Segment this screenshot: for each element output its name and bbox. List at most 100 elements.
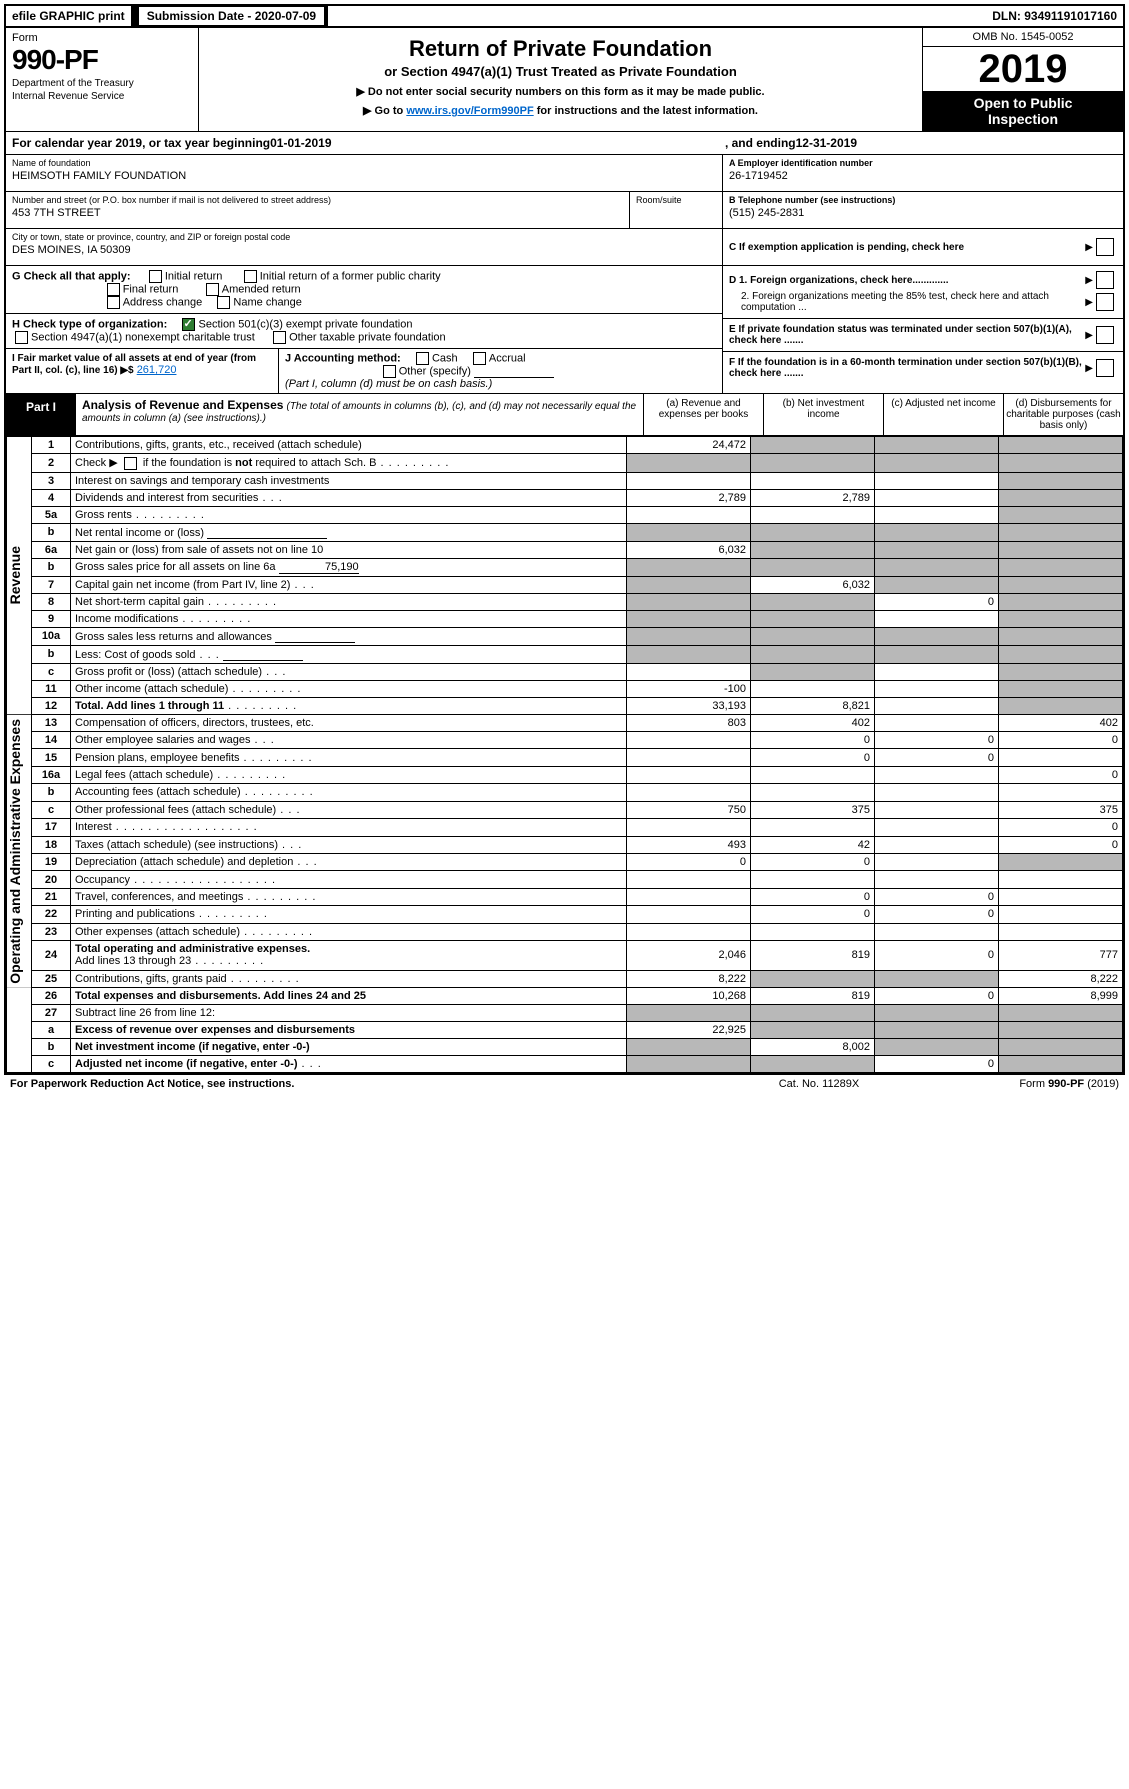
cell-d [999,906,1123,923]
dln-label: DLN: 93491191017160 [986,6,1123,26]
row-desc: Other income (attach schedule) [71,680,627,697]
rental-input[interactable] [207,526,327,539]
cell-a [627,1056,751,1073]
final-return-checkbox[interactable] [107,283,120,296]
d-section: D 1. Foreign organizations, check here..… [723,266,1123,319]
cell-c [875,1022,999,1039]
efile-label[interactable]: efile GRAPHIC print [6,6,133,26]
table-row: c Adjusted net income (if negative, ente… [7,1056,1123,1073]
cogs-input[interactable] [223,648,303,661]
row-num: 2 [32,454,71,473]
cell-a [627,576,751,593]
row-num: 10a [32,627,71,645]
cell-c: 0 [875,749,999,766]
table-row: b Less: Cost of goods sold [7,645,1123,663]
501c3-checkbox[interactable] [182,318,195,331]
cell-b: 2,789 [751,489,875,506]
amended-return-checkbox[interactable] [206,283,219,296]
cell-c: 0 [875,732,999,749]
row-num: 19 [32,853,71,870]
footer-mid: Cat. No. 11289X [719,1078,919,1090]
other-specify-line[interactable] [474,365,554,378]
cell-c [875,697,999,714]
cell-d [999,888,1123,905]
cell-a: 22,925 [627,1022,751,1039]
part1-label: Part I [6,394,76,435]
c-checkbox[interactable] [1096,238,1114,256]
cell-d [999,923,1123,940]
cell-d: 8,999 [999,988,1123,1005]
gross-sales-input[interactable] [275,630,355,643]
cash-checkbox[interactable] [416,352,429,365]
g-item-1: Initial return of a former public charit… [260,270,441,282]
schb-checkbox[interactable] [124,457,137,470]
i-j-row: I Fair market value of all assets at end… [6,349,722,393]
cell-c: 0 [875,593,999,610]
r5a-text: Gross rents [75,509,132,521]
e-checkbox[interactable] [1096,326,1114,344]
4947-checkbox[interactable] [15,331,28,344]
j-cash: Cash [432,352,458,364]
cell-c [875,819,999,836]
info-grid: Name of foundation HEIMSOTH FAMILY FOUND… [6,154,1123,393]
row-num: 8 [32,593,71,610]
cell-a: 493 [627,836,751,853]
row-num: c [32,663,71,680]
name-change-checkbox[interactable] [217,296,230,309]
cell-a [627,610,751,627]
cell-b: 8,821 [751,697,875,714]
r27b-text: Net investment income (if negative, ente… [75,1041,310,1053]
r9-text: Income modifications [75,613,178,625]
accrual-checkbox[interactable] [473,352,486,365]
row-desc: Other employee salaries and wages [71,732,627,749]
f-checkbox[interactable] [1096,359,1114,377]
r23-text: Other expenses (attach schedule) [75,926,240,938]
row-desc: Taxes (attach schedule) (see instruction… [71,836,627,853]
other-method-checkbox[interactable] [383,365,396,378]
d2-checkbox[interactable] [1096,293,1114,311]
row-num: 5a [32,506,71,523]
cell-b: 0 [751,888,875,905]
cell-d: 0 [999,766,1123,783]
info-right: A Employer identification number 26-1719… [722,155,1123,393]
d1-checkbox[interactable] [1096,271,1114,289]
irs-link[interactable]: www.irs.gov/Form990PF [406,105,533,117]
other-taxable-checkbox[interactable] [273,331,286,344]
r19-text: Depreciation (attach schedule) and deple… [75,856,293,868]
address-change-checkbox[interactable] [107,296,120,309]
cell-d [999,853,1123,870]
r26-text: Total expenses and disbursements. Add li… [75,990,366,1002]
e-label: E If private foundation status was termi… [729,324,1085,346]
row-num: 25 [32,970,71,988]
arrow-icon: ▶ [1085,275,1093,286]
instruct-goto-pre: ▶ Go to [363,105,406,117]
cell-a [627,819,751,836]
calyear-begin: 01-01-2019 [270,136,331,150]
cell-b [751,541,875,558]
j-section: J Accounting method: Cash Accrual Other … [279,349,722,393]
row-num: 6a [32,541,71,558]
row-num: 3 [32,472,71,489]
initial-return-public-checkbox[interactable] [244,270,257,283]
initial-return-checkbox[interactable] [149,270,162,283]
cell-a [627,1005,751,1022]
row-desc: Capital gain net income (from Part IV, l… [71,576,627,593]
cell-c [875,523,999,541]
cell-a: -100 [627,680,751,697]
address-value: 453 7TH STREET [12,207,623,219]
row-desc: Check ▶ if the foundation is not require… [71,454,627,473]
cell-b [751,437,875,454]
cell-d [999,523,1123,541]
cell-b [751,610,875,627]
row-desc: Total operating and administrative expen… [71,941,627,971]
open-public: Open to Public Inspection [923,91,1123,131]
instruct-goto-post: for instructions and the latest informat… [534,105,758,117]
cell-b [751,1022,875,1039]
table-row: Revenue 1 Contributions, gifts, grants, … [7,437,1123,454]
cell-b [751,472,875,489]
cell-a [627,627,751,645]
j-accrual: Accrual [489,352,526,364]
row-num: b [32,784,71,801]
col-a-header: (a) Revenue and expenses per books [643,394,763,435]
cell-a: 33,193 [627,697,751,714]
